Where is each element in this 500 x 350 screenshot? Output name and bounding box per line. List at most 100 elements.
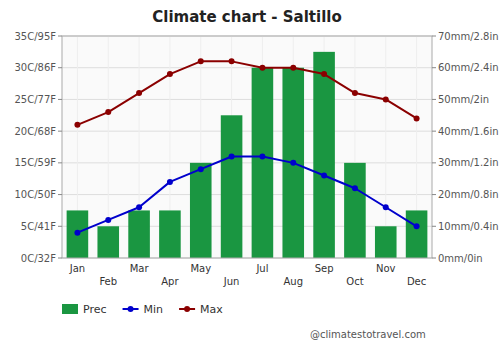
legend-item: Max — [179, 303, 223, 316]
line — [77, 61, 416, 124]
tick-label: 20mm/0.8in — [438, 189, 499, 200]
tick — [58, 226, 62, 227]
bar — [252, 68, 274, 258]
legend-item: Min — [123, 303, 164, 316]
tick-label: 0C/32F — [21, 253, 56, 264]
grid-line — [108, 36, 109, 258]
tick-label: Apr — [161, 276, 179, 287]
tick-label: 20C/68F — [14, 126, 56, 137]
tick — [432, 258, 436, 259]
tick-label: May — [190, 263, 211, 274]
legend: Prec Min Max — [62, 303, 223, 316]
frame — [62, 36, 432, 258]
legend-marker — [128, 306, 134, 312]
grid-line — [385, 36, 386, 258]
marker — [383, 96, 389, 102]
annotation: @climatestotravel.com — [310, 329, 426, 340]
line-series — [74, 154, 419, 236]
tick-label: 10C/50F — [14, 189, 56, 200]
marker — [321, 71, 327, 77]
legend-swatch — [62, 304, 78, 314]
legend-item: Prec — [62, 303, 107, 316]
grid-line — [62, 131, 432, 132]
marker — [136, 204, 142, 210]
tick-label: 40mm/1.6in — [438, 126, 499, 137]
tick-label: 70mm/2.8in — [438, 31, 499, 42]
marker — [74, 230, 80, 236]
marker — [136, 90, 142, 96]
marker — [74, 122, 80, 128]
tick — [58, 131, 62, 132]
marker — [352, 90, 358, 96]
x-axis: JanFebMarAprMayJunJulAugSepOctNovDec — [69, 263, 427, 287]
chart: 0C/32F 5C/41F 10C/50F 15C/59F 20C/68F 25C/77F… — [0, 0, 500, 350]
marker — [105, 109, 111, 115]
tick-label: Oct — [346, 276, 363, 287]
marker — [290, 160, 296, 166]
tick-label: 15C/59F — [14, 157, 56, 168]
grid-line — [62, 99, 432, 100]
marker — [414, 115, 420, 121]
bar — [375, 226, 397, 258]
grid — [62, 36, 432, 258]
tick — [432, 67, 436, 68]
tick — [432, 36, 436, 37]
marker — [198, 58, 204, 64]
tick — [432, 99, 436, 100]
tick-label: Mar — [130, 263, 150, 274]
tick — [432, 131, 436, 132]
marker — [321, 173, 327, 179]
tick-label: 30mm/1.2in — [438, 157, 499, 168]
marker — [259, 65, 265, 71]
tick-label: Feb — [99, 276, 117, 287]
tick — [58, 258, 62, 259]
marker — [259, 154, 265, 160]
tick-label: 5C/41F — [21, 221, 56, 232]
legend-marker — [184, 306, 190, 312]
grid-line — [62, 67, 432, 68]
bar-series — [67, 52, 428, 258]
marker — [167, 179, 173, 185]
grid-line — [62, 194, 432, 195]
marker — [229, 154, 235, 160]
grid-line — [62, 162, 432, 163]
marker — [167, 71, 173, 77]
y2-axis: 0mm/0in10mm/0.4in20mm/0.8in30mm/1.2in40m… — [432, 31, 499, 264]
bar — [190, 163, 212, 258]
line-series — [74, 58, 419, 127]
marker — [105, 217, 111, 223]
bar — [282, 68, 304, 258]
legend-label: Min — [144, 303, 164, 316]
tick-label: 60mm/2.4in — [438, 62, 499, 73]
bar — [406, 210, 428, 258]
bar — [67, 210, 89, 258]
legend-label: Max — [200, 303, 223, 316]
tick-label: 10mm/0.4in — [438, 221, 499, 232]
tick-label: 50mm/2in — [438, 94, 489, 105]
tick-label: Nov — [376, 263, 396, 274]
bar — [128, 210, 150, 258]
tick-label: Jan — [69, 263, 85, 274]
bar — [97, 226, 119, 258]
tick-label: Sep — [315, 263, 334, 274]
legend-label: Prec — [83, 303, 107, 316]
marker — [383, 204, 389, 210]
tick-label: 25C/77F — [14, 94, 56, 105]
tick — [58, 162, 62, 163]
tick — [58, 194, 62, 195]
tick — [58, 36, 62, 37]
tick-label: Dec — [407, 276, 426, 287]
tick — [432, 226, 436, 227]
title: Climate chart - Saltillo — [152, 8, 342, 26]
bar — [344, 163, 366, 258]
line — [77, 157, 416, 233]
tick-label: 30C/86F — [14, 62, 56, 73]
marker — [414, 223, 420, 229]
tick-label: Jun — [223, 276, 240, 287]
tick — [432, 194, 436, 195]
y-axis: 0C/32F 5C/41F 10C/50F 15C/59F 20C/68F 25C/77F… — [14, 31, 62, 264]
tick-label: 35C/95F — [14, 31, 56, 42]
plot-background — [62, 36, 432, 258]
tick-label: Aug — [283, 276, 303, 287]
tick — [58, 67, 62, 68]
